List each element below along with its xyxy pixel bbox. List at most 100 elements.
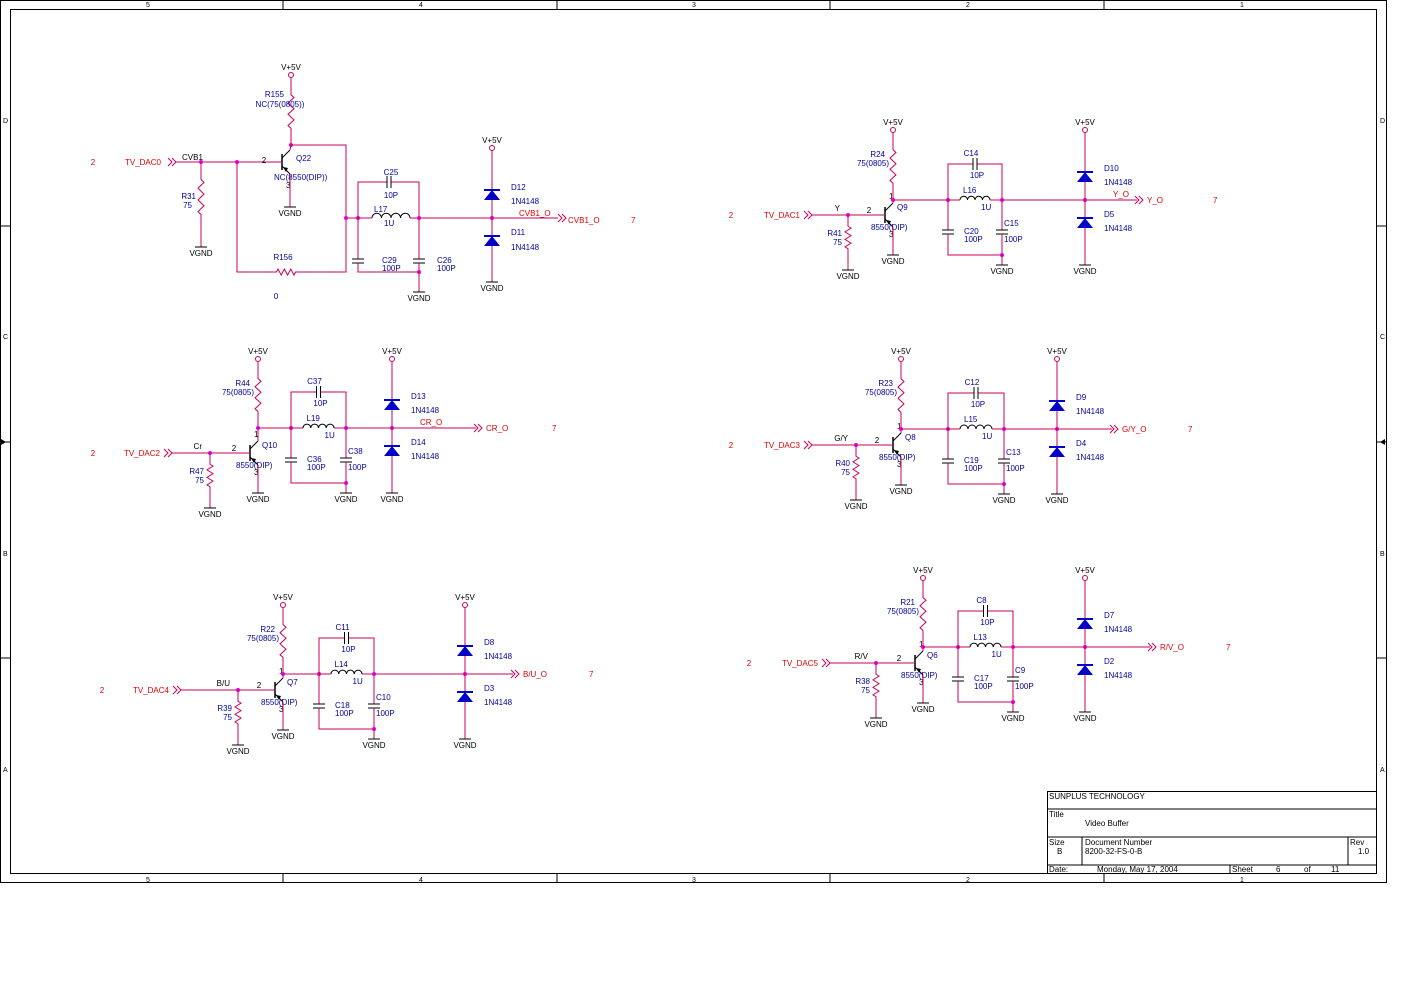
- sheet-border: [0, 0, 1387, 883]
- wire: [947, 392, 974, 429]
- company-name: SUNPLUS TECHNOLOGY: [1049, 792, 1146, 801]
- title-block: SUNPLUS TECHNOLOGY Title Video Buffer Si…: [1047, 791, 1377, 874]
- vcc-label: V+5V: [482, 136, 502, 145]
- diode-symbol: [484, 236, 500, 246]
- wire: [977, 163, 1003, 200]
- diode-part: 1N4148: [484, 698, 513, 707]
- transistor-value: 8550(DIP): [879, 453, 916, 462]
- capacitor-value: 10P: [341, 645, 355, 654]
- pin-number: 3: [897, 460, 902, 469]
- pin-number: 2: [262, 156, 267, 165]
- transistor-ref: Q6: [927, 651, 938, 660]
- transistor-emitter-arrow: [894, 450, 899, 455]
- resistor-value: 75: [195, 476, 204, 485]
- output-port-label: R/V_O: [1160, 643, 1184, 652]
- column-marker: 2: [966, 2, 970, 9]
- port-arrow: [473, 423, 479, 433]
- sheet-label: Sheet: [1232, 865, 1254, 874]
- resistor-symbol: [279, 608, 287, 674]
- port-arrow: [1113, 424, 1119, 434]
- resistor-value: 75: [841, 468, 850, 477]
- diode-ref: D2: [1104, 657, 1115, 666]
- port-arrow: [557, 213, 563, 223]
- wire: [236, 162, 270, 273]
- transistor-value: 8550(DIP): [261, 698, 298, 707]
- column-marker: 4: [419, 877, 423, 884]
- input-port-label: TV_DAC2: [124, 449, 161, 458]
- vcc-symbol: [890, 127, 896, 133]
- node-label: Cr: [194, 442, 203, 451]
- resistor-ref: R22: [260, 625, 275, 634]
- output-port-label: CVB1_O: [568, 216, 600, 225]
- resistor-ref: R38: [855, 677, 870, 686]
- off-sheet-ref-in: 2: [729, 441, 734, 450]
- ground-label: VGND: [864, 720, 887, 729]
- resistor-value: 0: [274, 292, 279, 301]
- capacitor-ref: C29: [382, 256, 397, 265]
- pin-number: 1: [919, 640, 924, 649]
- vcc-label: V+5V: [1075, 118, 1095, 127]
- ground-label: VGND: [1073, 714, 1096, 723]
- diode-ref: D8: [484, 638, 495, 647]
- transistor-collector: [281, 149, 291, 159]
- transistor-ref: Q8: [905, 433, 916, 442]
- row-markers: D C B A D C B A: [3, 118, 1385, 774]
- port-arrow: [803, 210, 809, 220]
- ground-label: VGND: [362, 741, 385, 750]
- column-markers: 5 4 3 2 1 5 4 3 2 1: [146, 2, 1244, 884]
- capacitor-ref: C19: [964, 456, 979, 465]
- pin-number: 2: [867, 206, 872, 215]
- input-port-label: TV_DAC1: [764, 211, 801, 220]
- input-port-label: TV_DAC0: [125, 158, 162, 167]
- resistor-symbol: [206, 453, 214, 498]
- diode-symbol: [1077, 619, 1093, 629]
- diode-symbol: [1077, 218, 1093, 228]
- inductor-ref: L14: [335, 660, 349, 669]
- diode-part: 1N4148: [1104, 178, 1133, 187]
- off-sheet-ref-out: 7: [631, 216, 636, 225]
- ground-label: VGND: [992, 496, 1015, 505]
- output-port-label: G/Y_O: [1122, 425, 1146, 434]
- wire: [290, 462, 346, 484]
- sheet-number: 6: [1276, 865, 1281, 874]
- capacitor-value: 10P: [313, 399, 327, 408]
- input-port-label: TV_DAC3: [764, 441, 801, 450]
- vcc-symbol: [1054, 356, 1060, 362]
- row-marker: A: [1380, 767, 1385, 774]
- resistor-symbol: [270, 267, 302, 277]
- output-port-label: Y_O: [1147, 196, 1163, 205]
- vcc-symbol: [489, 145, 495, 151]
- resistor-ref: R40: [835, 459, 850, 468]
- transistor-emitter-arrow: [916, 668, 921, 673]
- row-marker: B: [3, 551, 8, 558]
- transistor-emitter-arrow: [251, 458, 256, 463]
- inductor-value: 1U: [981, 203, 991, 212]
- column-marker: 4: [419, 2, 423, 9]
- ground-label: VGND: [911, 705, 934, 714]
- input-port-label: TV_DAC5: [782, 659, 819, 668]
- resistor-value: NC(75(0805)): [256, 100, 305, 109]
- transistor-emitter-arrow: [276, 695, 281, 700]
- vcc-symbol: [898, 356, 904, 362]
- transistor-collector: [884, 202, 894, 212]
- of-label: of: [1304, 865, 1311, 874]
- column-marker: 5: [146, 877, 150, 884]
- vcc-label: V+5V: [883, 118, 903, 127]
- off-sheet-ref-in: 2: [91, 449, 96, 458]
- wire: [318, 708, 374, 730]
- transistor-value: 8550(DIP): [871, 223, 908, 232]
- pin-number: 1: [889, 192, 894, 201]
- wire: [357, 181, 387, 218]
- resistor-ref: R39: [217, 704, 232, 713]
- vcc-label: V+5V: [1075, 566, 1095, 575]
- vcc-symbol: [920, 575, 926, 581]
- resistor-value: 75(0805): [857, 159, 889, 168]
- vcc-label: V+5V: [273, 593, 293, 602]
- port-arrow: [1151, 642, 1157, 652]
- transistor-value: 8550(DIP): [901, 671, 938, 680]
- column-marker: 3: [692, 877, 696, 884]
- resistor-symbol: [197, 162, 205, 232]
- vcc-symbol: [280, 602, 286, 608]
